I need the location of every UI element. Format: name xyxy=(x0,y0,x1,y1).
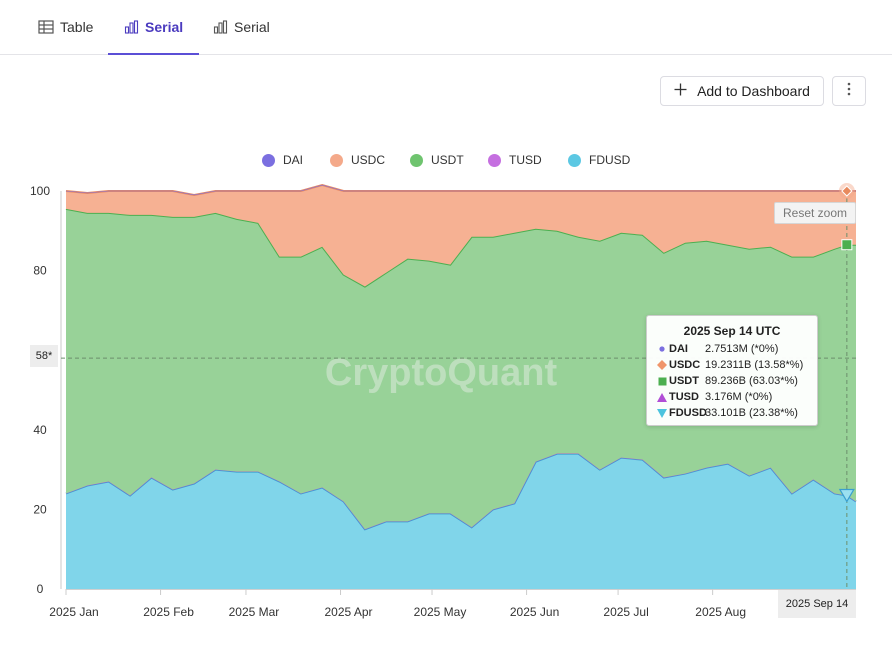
y-tick-label: 100 xyxy=(30,184,50,198)
legend-item-dai[interactable]: DAI xyxy=(262,150,303,170)
tab-serial-active[interactable]: Serial xyxy=(107,0,200,55)
area-series-group xyxy=(65,183,857,589)
area-usdc xyxy=(66,185,856,287)
tooltip-row-fdusd: FDUSD 33.101B (23.38*%) xyxy=(655,405,809,421)
x-tick-label: 2025 Mar xyxy=(229,605,280,619)
legend-item-tusd[interactable]: TUSD xyxy=(488,150,542,170)
series-line-dai xyxy=(65,184,856,196)
tooltip-row-tusd: TUSD 3.176M (*0%) xyxy=(655,389,809,405)
x-tick-label: 2025 Apr xyxy=(324,605,372,619)
x-tick-label: 2025 Feb xyxy=(143,605,194,619)
x-tick-label: 2025 Jul xyxy=(603,605,648,619)
circle-marker-icon xyxy=(655,345,669,353)
legend-item-usdt[interactable]: USDT xyxy=(410,150,464,170)
x-tick-label: 2025 Jun xyxy=(510,605,559,619)
crosshair-y-label: 58* xyxy=(30,345,58,367)
tooltip-series-value: 33.101B (23.38*%) xyxy=(705,407,798,419)
legend-dot-icon xyxy=(330,153,343,167)
triangle-down-marker-icon xyxy=(655,408,669,418)
y-tick-label: 80 xyxy=(33,264,47,278)
square-marker-icon xyxy=(655,377,669,386)
bar-chart-icon xyxy=(124,20,139,34)
tooltip-series-value: 19.2311B (13.58*%) xyxy=(705,359,804,371)
legend-label: USDC xyxy=(351,153,386,167)
tab-serial-2-label: Serial xyxy=(234,19,270,35)
legend-item-fdusd[interactable]: FDUSD xyxy=(568,150,630,170)
more-options-button[interactable] xyxy=(832,76,866,106)
tooltip-row-usdt: USDT 89.236B (63.03*%) xyxy=(655,373,809,389)
x-tick-label: 2025 Jan xyxy=(49,605,98,619)
tab-serial-2[interactable]: Serial xyxy=(213,0,270,54)
tab-table[interactable]: Table xyxy=(38,0,93,54)
y-tick-label: 20 xyxy=(33,502,47,516)
tooltip-series-name: DAI xyxy=(669,343,688,355)
usdc-hover-marker xyxy=(841,185,853,197)
triangle-marker-icon xyxy=(655,392,669,402)
tab-table-label: Table xyxy=(60,19,94,35)
x-tick-label: 2025 May xyxy=(414,605,467,619)
legend-label: FDUSD xyxy=(589,153,631,167)
chart-tooltip: 2025 Sep 14 UTC DAI 2.7513M (*0%) USDC 1… xyxy=(646,315,818,426)
diamond-marker-icon xyxy=(655,360,669,370)
crosshair-date-label: 2025 Sep 14 xyxy=(778,590,856,618)
legend-label: DAI xyxy=(283,153,304,167)
area-usdt xyxy=(66,208,856,530)
watermark: CryptoQuant xyxy=(325,352,558,394)
tooltip-series-name: USDC xyxy=(669,359,701,371)
tooltip-series-name: FDUSD xyxy=(669,407,707,419)
legend-dot-icon xyxy=(262,153,275,167)
legend-dot-icon xyxy=(410,153,423,167)
reset-zoom-button[interactable]: Reset zoom xyxy=(774,202,856,224)
legend-item-usdc[interactable]: USDC xyxy=(330,150,385,170)
tab-serial-label: Serial xyxy=(145,19,184,35)
plus-icon xyxy=(674,83,687,99)
tooltip-row-dai: DAI 2.7513M (*0%) xyxy=(655,341,809,357)
add-to-dashboard-button[interactable]: Add to Dashboard xyxy=(660,76,824,106)
legend-dot-icon xyxy=(568,153,581,167)
tooltip-series-value: 2.7513M (*0%) xyxy=(705,343,779,355)
bar-chart-icon xyxy=(213,20,228,34)
y-tick-label: 40 xyxy=(33,423,47,437)
tooltip-series-value: 89.236B (63.03*%) xyxy=(705,375,798,387)
fdusd-hover-marker xyxy=(838,488,855,503)
tab-bar: Table Serial Serial xyxy=(0,0,892,55)
y-tick-label: 0 xyxy=(37,582,44,596)
legend-dot-icon xyxy=(488,153,501,167)
table-icon xyxy=(38,20,54,34)
x-tick-label: 2025 Aug xyxy=(695,605,746,619)
tooltip-series-value: 3.176M (*0%) xyxy=(705,391,773,403)
more-vertical-icon xyxy=(847,82,851,101)
legend-label: USDT xyxy=(431,153,464,167)
tooltip-row-usdc: USDC 19.2311B (13.58*%) xyxy=(655,357,809,373)
add-to-dashboard-label: Add to Dashboard xyxy=(697,83,810,99)
tooltip-series-name: TUSD xyxy=(669,391,699,403)
tooltip-title: 2025 Sep 14 UTC xyxy=(683,324,781,338)
legend-label: TUSD xyxy=(509,153,542,167)
usdt-hover-marker xyxy=(841,239,853,251)
tooltip-series-name: USDT xyxy=(669,375,699,387)
